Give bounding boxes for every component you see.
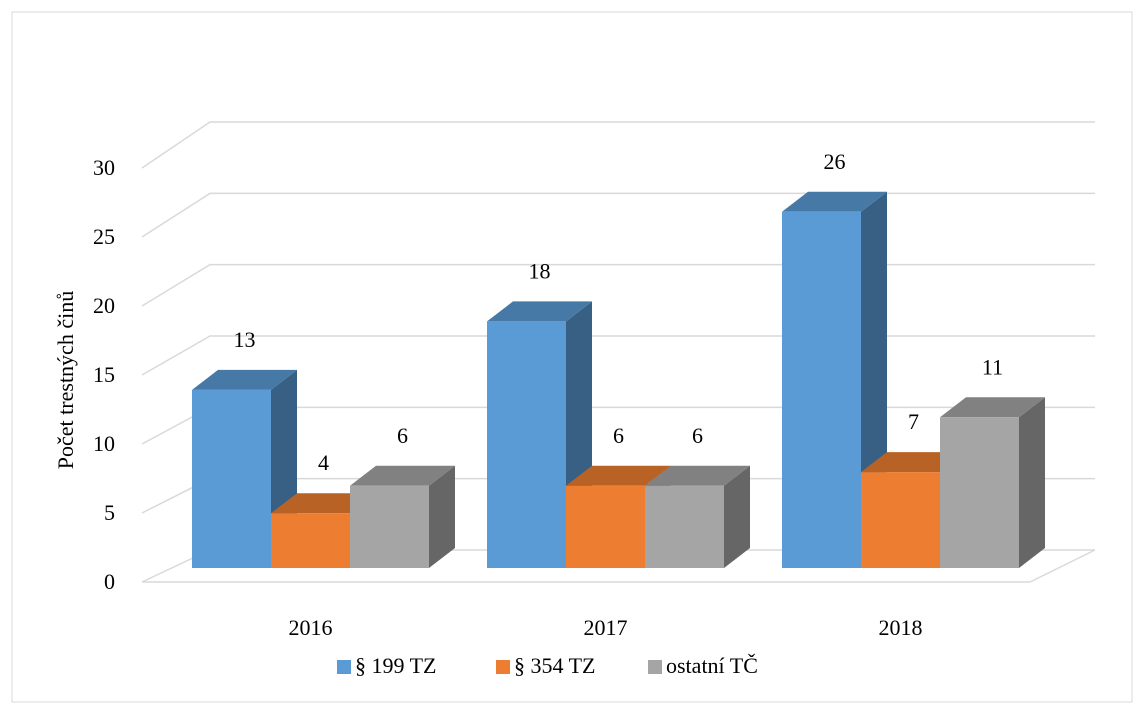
legend-swatch [648, 660, 662, 674]
x-tick-label: 2016 [289, 615, 333, 640]
y-tick-label: 10 [93, 431, 115, 456]
grid-line [141, 263, 1095, 307]
bar-top [645, 465, 750, 486]
y-tick-label: 25 [93, 224, 115, 249]
x-tick-label: 2017 [584, 615, 628, 640]
bar-top [192, 369, 297, 390]
legend-label: ostatní TČ [666, 653, 758, 678]
grid-line [141, 121, 1095, 169]
data-label: 4 [318, 450, 329, 475]
bar-front [645, 485, 724, 568]
y-tick-label: 20 [93, 293, 115, 318]
chart-frame [11, 11, 1133, 703]
bar-top [566, 465, 671, 486]
data-label: 7 [908, 409, 919, 434]
axis-line [1029, 549, 1096, 583]
data-label: 11 [982, 354, 1003, 379]
bar-top [350, 465, 455, 486]
legend-label: § 354 TZ [514, 653, 595, 678]
y-axis-title: Počet trestných činů [53, 291, 78, 469]
bar-front [487, 321, 566, 568]
bar-top [487, 301, 592, 322]
data-label: 6 [613, 423, 624, 448]
bar-top [271, 493, 376, 514]
bar-front [350, 485, 429, 568]
bar [645, 465, 750, 568]
x-tick-label: 2018 [879, 615, 923, 640]
bar-side [1019, 397, 1045, 568]
bar-top [940, 397, 1045, 418]
legend-swatch [496, 660, 510, 674]
y-tick-label: 30 [93, 155, 115, 180]
data-label: 13 [234, 327, 256, 352]
y-tick-label: 5 [104, 500, 115, 525]
bar-front [566, 485, 645, 568]
bar-top [861, 452, 966, 473]
bar-front [192, 389, 271, 568]
y-tick-label: 0 [104, 569, 115, 594]
data-label: 6 [397, 423, 408, 448]
legend-swatch [337, 660, 351, 674]
grid-line [141, 335, 1095, 376]
bar-side [724, 465, 750, 568]
bar [940, 397, 1045, 568]
bar-front [782, 211, 861, 569]
bar-front [940, 417, 1019, 568]
y-tick-label: 15 [93, 362, 115, 387]
legend-label: § 199 TZ [355, 653, 436, 678]
data-label: 6 [692, 423, 703, 448]
bar-front [861, 472, 940, 568]
grid-line [141, 192, 1095, 238]
bar-top [782, 191, 887, 212]
bar-side [429, 465, 455, 568]
data-label: 26 [824, 149, 846, 174]
data-label: 18 [529, 258, 551, 283]
bar [350, 465, 455, 568]
bar-front [271, 513, 350, 568]
